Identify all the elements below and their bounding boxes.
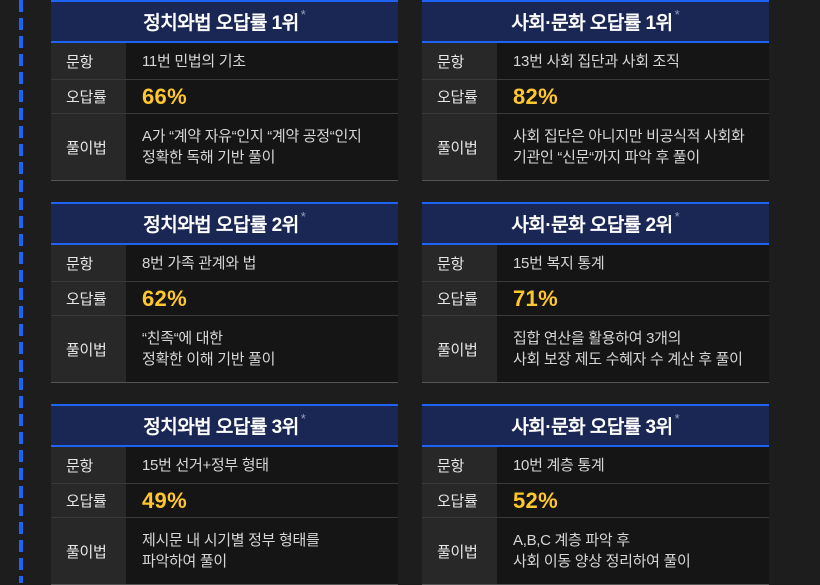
rate-label: 오답률	[422, 282, 497, 315]
card-title: 사회·문화 오답률 3위	[511, 417, 673, 438]
card-title: 정치와법 오답률 3위	[143, 417, 299, 438]
method-line-1: 사회 집단은 아니지만 비공식적 사회화	[513, 128, 745, 145]
method-line-2: 사회 이동 양상 정리하여 풀이	[513, 553, 691, 570]
stat-card-society-culture-1: 사회·문화 오답률 1위 * 문항 13번 사회 집단과 사회 조직 오답률 8…	[422, 0, 769, 181]
method-label: 풀이법	[51, 114, 126, 180]
method-label: 풀이법	[422, 114, 497, 180]
question-label: 문항	[422, 447, 497, 483]
asterisk-mark: *	[674, 209, 680, 224]
method-line-1: 집합 연산을 활용하여 3개의	[513, 330, 682, 347]
card-title: 사회·문화 오답률 1위	[511, 13, 673, 34]
method-line-2: 정확한 독해 기반 풀이	[142, 149, 276, 166]
rate-label: 오답률	[422, 484, 497, 517]
wrong-rate-value: 82%	[513, 83, 558, 109]
question-row: 문항 11번 민법의 기초	[51, 43, 398, 80]
rate-label: 오답률	[422, 80, 497, 113]
method-line-2: 기관인 “신문“까지 파악 후 풀이	[513, 149, 700, 166]
asterisk-mark: *	[674, 411, 680, 426]
cards-grid: 정치와법 오답률 1위 * 문항 11번 민법의 기초 오답률 66% 풀이법 …	[51, 0, 769, 585]
asterisk-mark: *	[300, 7, 306, 22]
question-row: 문항 15번 선거+정부 형태	[51, 447, 398, 484]
wrong-rate-value: 62%	[142, 285, 187, 311]
question-row: 문항 15번 복지 통계	[422, 245, 769, 282]
method-value: A,B,C 계층 파악 후 사회 이동 양상 정리하여 풀이	[497, 518, 769, 584]
question-value: 13번 사회 집단과 사회 조직	[497, 43, 769, 79]
rate-row: 오답률 62%	[51, 282, 398, 316]
rate-label: 오답률	[51, 484, 126, 517]
stat-card-politics-law-1: 정치와법 오답률 1위 * 문항 11번 민법의 기초 오답률 66% 풀이법 …	[51, 0, 398, 181]
method-label: 풀이법	[422, 518, 497, 584]
method-line-1: A,B,C 계층 파악 후	[513, 532, 630, 549]
rate-label: 오답률	[51, 80, 126, 113]
method-row: 풀이법 제시문 내 시기별 정부 형태를 파악하여 풀이	[51, 518, 398, 585]
question-value: 15번 복지 통계	[497, 245, 769, 281]
question-label: 문항	[51, 447, 126, 483]
method-line-2: 파악하여 풀이	[142, 553, 227, 570]
method-value: A가 “계약 자유“인지 “계약 공정“인지 정확한 독해 기반 풀이	[126, 114, 398, 180]
method-line-2: 사회 보장 제도 수혜자 수 계산 후 풀이	[513, 351, 743, 368]
rate-value-cell: 71%	[497, 282, 769, 315]
rate-row: 오답률 71%	[422, 282, 769, 316]
asterisk-mark: *	[300, 209, 306, 224]
method-value: 사회 집단은 아니지만 비공식적 사회화 기관인 “신문“까지 파악 후 풀이	[497, 114, 769, 180]
question-value: 15번 선거+정부 형태	[126, 447, 398, 483]
rate-label: 오답률	[51, 282, 126, 315]
rate-row: 오답률 52%	[422, 484, 769, 518]
method-line-1: A가 “계약 자유“인지 “계약 공정“인지	[142, 128, 362, 145]
rate-row: 오답률 66%	[51, 80, 398, 114]
method-value: “친족“에 대한 정확한 이해 기반 풀이	[126, 316, 398, 382]
rate-row: 오답률 82%	[422, 80, 769, 114]
card-header: 정치와법 오답률 2위 *	[51, 202, 398, 245]
card-header: 사회·문화 오답률 3위 *	[422, 404, 769, 447]
wrong-rate-value: 52%	[513, 487, 558, 513]
question-row: 문항 8번 가족 관계와 법	[51, 245, 398, 282]
question-row: 문항 13번 사회 집단과 사회 조직	[422, 43, 769, 80]
rate-value-cell: 49%	[126, 484, 398, 517]
rate-row: 오답률 49%	[51, 484, 398, 518]
question-value: 8번 가족 관계와 법	[126, 245, 398, 281]
method-row: 풀이법 “친족“에 대한 정확한 이해 기반 풀이	[51, 316, 398, 383]
method-row: 풀이법 A,B,C 계층 파악 후 사회 이동 양상 정리하여 풀이	[422, 518, 769, 585]
rate-value-cell: 66%	[126, 80, 398, 113]
wrong-rate-value: 66%	[142, 83, 187, 109]
card-header: 사회·문화 오답률 1위 *	[422, 0, 769, 43]
rate-value-cell: 82%	[497, 80, 769, 113]
method-label: 풀이법	[51, 316, 126, 382]
dashed-guide-line	[19, 0, 23, 583]
question-row: 문항 10번 계층 통계	[422, 447, 769, 484]
question-value: 11번 민법의 기초	[126, 43, 398, 79]
card-title: 정치와법 오답률 2위	[143, 215, 299, 236]
wrong-rate-value: 71%	[513, 285, 558, 311]
card-header: 정치와법 오답률 3위 *	[51, 404, 398, 447]
card-title: 사회·문화 오답률 2위	[511, 215, 673, 236]
method-line-1: 제시문 내 시기별 정부 형태를	[142, 532, 320, 549]
stat-card-society-culture-2: 사회·문화 오답률 2위 * 문항 15번 복지 통계 오답률 71% 풀이법 …	[422, 202, 769, 383]
question-label: 문항	[51, 245, 126, 281]
card-header: 사회·문화 오답률 2위 *	[422, 202, 769, 245]
stat-card-society-culture-3: 사회·문화 오답률 3위 * 문항 10번 계층 통계 오답률 52% 풀이법 …	[422, 404, 769, 585]
question-value: 10번 계층 통계	[497, 447, 769, 483]
method-line-1: “친족“에 대한	[142, 330, 223, 347]
method-label: 풀이법	[51, 518, 126, 584]
method-row: 풀이법 A가 “계약 자유“인지 “계약 공정“인지 정확한 독해 기반 풀이	[51, 114, 398, 181]
asterisk-mark: *	[674, 7, 680, 22]
rate-value-cell: 52%	[497, 484, 769, 517]
card-header: 정치와법 오답률 1위 *	[51, 0, 398, 43]
rate-value-cell: 62%	[126, 282, 398, 315]
question-label: 문항	[51, 43, 126, 79]
method-row: 풀이법 집합 연산을 활용하여 3개의 사회 보장 제도 수혜자 수 계산 후 …	[422, 316, 769, 383]
stat-card-politics-law-3: 정치와법 오답률 3위 * 문항 15번 선거+정부 형태 오답률 49% 풀이…	[51, 404, 398, 585]
method-value: 제시문 내 시기별 정부 형태를 파악하여 풀이	[126, 518, 398, 584]
method-value: 집합 연산을 활용하여 3개의 사회 보장 제도 수혜자 수 계산 후 풀이	[497, 316, 769, 382]
stat-card-politics-law-2: 정치와법 오답률 2위 * 문항 8번 가족 관계와 법 오답률 62% 풀이법…	[51, 202, 398, 383]
method-row: 풀이법 사회 집단은 아니지만 비공식적 사회화 기관인 “신문“까지 파악 후…	[422, 114, 769, 181]
question-label: 문항	[422, 245, 497, 281]
card-title: 정치와법 오답률 1위	[143, 13, 299, 34]
method-label: 풀이법	[422, 316, 497, 382]
asterisk-mark: *	[300, 411, 306, 426]
wrong-rate-value: 49%	[142, 487, 187, 513]
method-line-2: 정확한 이해 기반 풀이	[142, 351, 276, 368]
question-label: 문항	[422, 43, 497, 79]
